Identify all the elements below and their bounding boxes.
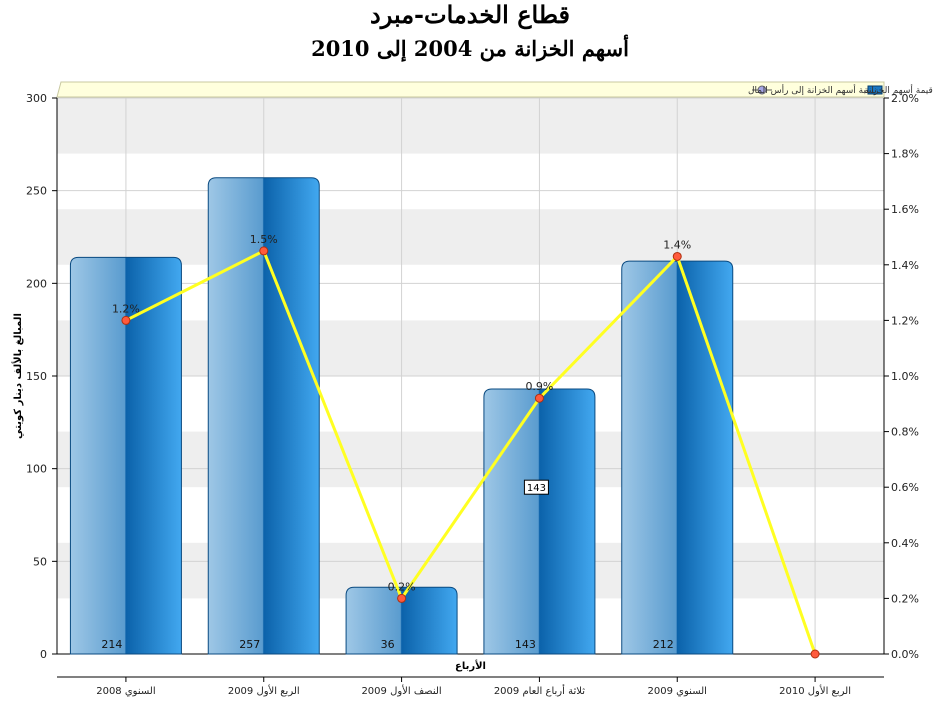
y2-tick-label: 0.6%: [891, 481, 919, 494]
y-tick-label: 100: [26, 463, 47, 476]
line-value-label: 1.5%: [250, 233, 278, 246]
ratio-polyline: [125, 248, 817, 655]
line-point: [672, 251, 682, 261]
line-point: [810, 649, 820, 659]
chart-title: قطاع الخدمات-مبرد: [370, 0, 570, 29]
y2-tick-label: 1.0%: [891, 370, 919, 383]
x-tick-label: الربع الأول 2009: [228, 684, 300, 697]
bar-value-label: 212: [653, 638, 674, 651]
bar: [207, 177, 320, 655]
bar: [345, 586, 458, 655]
data-labels: 214 257 36 143 212 1.2% 1.5% 0.2% 0.9% 1.4% 143: [101, 233, 691, 651]
bars: [69, 177, 734, 655]
line-value-label: 0.2%: [388, 580, 416, 593]
x-tick-label: السنوي 2009: [648, 686, 707, 697]
line-point: [397, 593, 407, 603]
y-tick-label: 50: [33, 555, 47, 568]
x-axis-title: الأرباع: [455, 659, 486, 672]
legend-label-line: نسبة أسهم الخزانة إلى رأس المال: [748, 84, 877, 96]
plot-band: [57, 98, 884, 154]
y2-tick-label: 1.2%: [891, 314, 919, 327]
legend-marker-line: [757, 85, 767, 95]
chart-subtitle: أسهم الخزانة من 2004 إلى 2010: [311, 36, 629, 61]
bar: [621, 260, 734, 655]
bar: [483, 388, 596, 655]
x-tick-label: الربع الأول 2010: [779, 684, 851, 697]
y2-tick-label: 1.8%: [891, 148, 919, 161]
bar-value-label: 36: [381, 638, 395, 651]
legend-label-bars: قيمة أسهم الخزانة: [864, 84, 933, 96]
x-tick-label: ثلاثة أرباع العام 2009: [494, 684, 585, 697]
x-tick-label: السنوي 2008: [96, 686, 155, 697]
legend-swatch-bars: [867, 85, 883, 95]
line-point: [534, 393, 544, 403]
bar-value-label: 214: [101, 638, 122, 651]
line-value-label: 1.4%: [663, 238, 691, 251]
y2-tick-label: 1.6%: [891, 203, 919, 216]
y-axis-title: المبالغ بالألف دينار كويتي: [11, 313, 24, 439]
axes: 0 50 100 150 200 250 300 0.0% 0.2% 0.4% 0.6% 0.8% 1.…: [11, 92, 919, 697]
tooltip-box: [523, 479, 549, 495]
y-tick-label: 250: [26, 185, 47, 198]
line-point: [121, 315, 131, 325]
y2-tick-label: 0.0%: [891, 648, 919, 661]
line-value-label: 0.9%: [525, 380, 553, 393]
plot-band: [57, 209, 884, 265]
y2-tick-label: 2.0%: [891, 92, 919, 105]
y-tick-label: 150: [26, 370, 47, 383]
line-point: [259, 246, 269, 256]
bar: [69, 256, 182, 655]
y-tick-label: 0: [40, 648, 47, 661]
y2-tick-label: 0.4%: [891, 537, 919, 550]
y2-tick-label: 1.4%: [891, 259, 919, 272]
legend-box: [56, 81, 885, 98]
y2-tick-label: 0.2%: [891, 592, 919, 605]
bar-value-label: 257: [239, 638, 260, 651]
plot-bands: [57, 98, 884, 599]
line-value-label: 1.2%: [112, 302, 140, 315]
bar-value-label: 143: [515, 638, 536, 651]
tooltip-text: 143: [527, 483, 546, 494]
y-tick-label: 300: [26, 92, 47, 105]
y2-tick-label: 0.8%: [891, 426, 919, 439]
ratio-line: [121, 246, 820, 659]
x-tick-label: النصف الأول 2009: [361, 684, 441, 697]
plot-band: [57, 320, 884, 376]
y-tick-label: 200: [26, 277, 47, 290]
plot-band: [57, 542, 884, 599]
